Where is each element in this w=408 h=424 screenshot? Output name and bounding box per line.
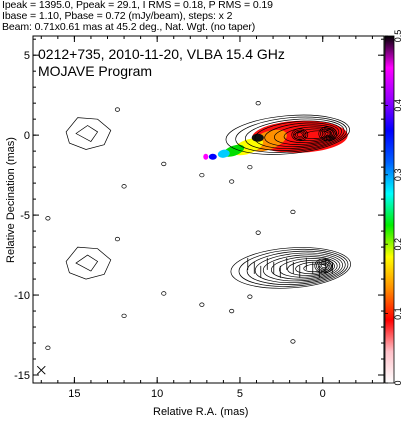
noise-contour xyxy=(290,209,296,215)
upper-contour xyxy=(225,114,350,155)
lower-core-contour xyxy=(317,261,330,271)
x-tick-label: 0 xyxy=(320,388,326,400)
lower-core-contour xyxy=(319,262,329,270)
upper-core-contour xyxy=(320,127,336,140)
lower-diffuse-contour xyxy=(75,254,99,272)
upper-contour xyxy=(303,130,329,140)
header-line-2: Ibase = 1.10, Pbase = 0.72 (mJy/beam), s… xyxy=(2,10,233,22)
colorbar-tick-label: 0.3 xyxy=(393,169,403,182)
noise-contour xyxy=(45,216,51,221)
y-tick-label: -10 xyxy=(14,290,30,302)
noise-contour xyxy=(114,107,120,112)
noise-contour xyxy=(290,339,296,344)
pol-fill-magenta xyxy=(203,153,209,160)
x-tick-label: 5 xyxy=(237,388,243,400)
contour-layer xyxy=(36,101,351,375)
upper-contour xyxy=(235,116,348,153)
noise-contour xyxy=(247,294,253,299)
colorbar-tick-label: 0.1 xyxy=(393,307,403,320)
x-tick-label: 15 xyxy=(68,388,80,400)
upper-core-contour xyxy=(321,128,334,139)
header-line-3: Beam: 0.71x0.61 mas at 45.2 deg., Nat. W… xyxy=(2,21,256,33)
colorbar-tick-label: 0 xyxy=(393,380,403,385)
upper-core-contour xyxy=(325,131,331,136)
noise-contour xyxy=(229,308,235,314)
upper-core-contour xyxy=(318,126,338,142)
x-axis-ticks: 15 10 5 0 xyxy=(40,36,373,400)
upper-knot-contour xyxy=(293,129,307,140)
y-tick-label: 0 xyxy=(24,130,30,142)
lower-core-contour xyxy=(314,258,334,274)
lower-core-contour xyxy=(316,259,332,272)
colorbar-tick-label: 0.2 xyxy=(393,238,403,251)
noise-contour xyxy=(161,161,167,167)
plot-subtitle: MOJAVE Program xyxy=(38,63,153,79)
y-axis-label: Relative Decination (mas) xyxy=(4,137,17,263)
noise-contour xyxy=(229,179,235,184)
y-tick-label: 5 xyxy=(24,50,30,62)
pol-fill-dark xyxy=(251,133,264,142)
upper-contour xyxy=(264,122,340,147)
upper-core-contour xyxy=(323,130,333,138)
noise-contour xyxy=(199,302,205,307)
upper-knot-contour xyxy=(295,130,305,139)
lower-contour xyxy=(238,248,349,287)
beam-marker xyxy=(36,365,46,375)
y-axis-ticks: 5 0 -5 -10 -15 xyxy=(14,38,384,382)
noise-contour xyxy=(255,230,261,235)
upper-contour xyxy=(244,118,345,151)
lower-contour xyxy=(262,254,341,282)
upper-diffuse-contour xyxy=(65,117,112,150)
upper-diffuse-contour xyxy=(75,125,99,142)
noise-contour xyxy=(114,236,120,242)
noise-contour xyxy=(45,345,51,350)
y-tick-label: -15 xyxy=(14,370,30,382)
lower-contour xyxy=(270,256,338,280)
y-tick-label: -5 xyxy=(20,210,30,222)
lower-diffuse-contour xyxy=(65,246,112,280)
plot-frame xyxy=(32,35,385,384)
upper-knot-contour xyxy=(291,128,309,142)
pol-fill-blue xyxy=(208,153,217,160)
noise-contour xyxy=(121,313,127,318)
noise-contour xyxy=(199,172,205,178)
lower-contour xyxy=(246,250,346,285)
colorbar xyxy=(384,35,395,384)
x-axis-label: Relative R.A. (mas) xyxy=(153,406,249,418)
upper-contour xyxy=(254,120,342,149)
noise-contour xyxy=(247,164,253,170)
noise-contour xyxy=(161,291,167,296)
noise-contour xyxy=(255,101,261,106)
lower-contour xyxy=(230,247,351,289)
plot-title: 0212+735, 2010-11-20, VLBA 15.4 GHz xyxy=(38,46,285,62)
colorbar-tick-label: 0.4 xyxy=(393,99,403,112)
header-line-1: Ipeak = 1395.0, Ppeak = 29.1, I RMS = 0.… xyxy=(2,0,273,11)
noise-contour xyxy=(121,184,127,189)
upper-knot-contour xyxy=(296,132,303,138)
x-tick-label: 10 xyxy=(151,388,163,400)
colorbar-tick-label: 0.5 xyxy=(393,30,403,43)
pol-fill-cyan xyxy=(217,149,230,158)
colorbar-ticks: 0 0.1 0.2 0.3 0.4 0.5 xyxy=(385,30,403,386)
lower-contour xyxy=(287,259,333,276)
lower-contour xyxy=(254,252,343,284)
